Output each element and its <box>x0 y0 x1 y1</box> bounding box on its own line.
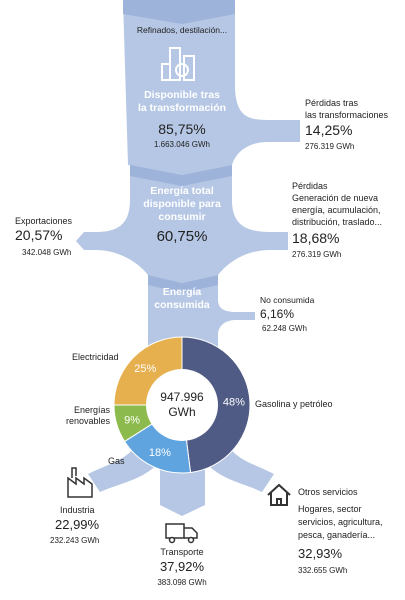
slice-label: 25% <box>134 363 156 375</box>
stage-title: disponible para <box>143 198 221 210</box>
stage-title: Energía total <box>150 185 214 197</box>
use-gwh: 383.098 GWh <box>157 578 206 587</box>
stage-title: consumida <box>154 299 210 311</box>
loss-title: Pérdidas tras <box>305 98 359 108</box>
category-label: Gas <box>108 456 125 466</box>
slice-label: 9% <box>124 415 140 427</box>
use-title: servicios, agricultura, <box>298 517 383 527</box>
donut-hole <box>146 369 218 441</box>
use-title: Hogares, sector <box>298 504 362 514</box>
use-percent: 32,93% <box>298 546 343 561</box>
truck-icon <box>165 523 198 544</box>
loss-gwh: 276.319 GWh <box>305 142 354 151</box>
use-gwh: 232.243 GWh <box>50 536 99 545</box>
house-icon <box>267 483 291 506</box>
use-title: Transporte <box>160 547 203 557</box>
flow-stage2 <box>76 165 288 283</box>
slice-label: 18% <box>149 447 171 459</box>
source-label: Refinados, destilación... <box>137 25 227 35</box>
exports-percent: 20,57% <box>15 227 62 243</box>
stage-percent: 85,75% <box>158 121 205 137</box>
loss-title: distribución, traslado... <box>292 217 382 227</box>
stage-gwh: 1.663.046 GWh <box>154 140 210 149</box>
loss-title: energía, acumulación, <box>292 205 381 215</box>
exports-title: Exportaciones <box>15 216 73 226</box>
use-gwh: 332.655 GWh <box>298 566 347 575</box>
stage-title: consumir <box>158 211 205 223</box>
refinery-icon <box>161 47 195 81</box>
slice-label: 48% <box>223 397 245 409</box>
stage-title: Energía <box>163 286 202 298</box>
flow-stage3 <box>148 275 255 350</box>
loss-percent: 18,68% <box>292 230 339 246</box>
unconsumed-gwh: 62.248 GWh <box>262 324 307 333</box>
use-title: Industria <box>60 505 95 515</box>
unconsumed-percent: 6,16% <box>260 307 294 321</box>
use-title: pesca, ganadería... <box>298 530 375 540</box>
center-label: GWh <box>168 405 195 419</box>
category-label: Electricidad <box>72 352 119 362</box>
use-percent: 37,92% <box>160 559 205 574</box>
loss-title: Pérdidas <box>292 181 328 191</box>
industry-icon <box>67 467 93 498</box>
loss-title: Generación de nueva <box>292 193 378 203</box>
stage-title: la transformación <box>138 102 226 114</box>
loss-gwh: 276.319 GWh <box>292 250 341 259</box>
unconsumed-title: No consumida <box>260 295 315 305</box>
stage-percent: 60,75% <box>157 228 208 245</box>
use-title: Otros servicios <box>298 487 358 497</box>
center-label: 947.996 <box>160 390 204 404</box>
flow-header <box>130 165 232 186</box>
flow-header <box>123 0 235 24</box>
flow-stage1 <box>123 0 300 175</box>
exports-gwh: 342.048 GWh <box>22 248 71 257</box>
flow-header <box>148 275 218 293</box>
stage-title: Disponible tras <box>144 89 220 101</box>
loss-percent: 14,25% <box>305 122 352 138</box>
use-percent: 22,99% <box>55 517 100 532</box>
category-label: Gasolina y petróleo <box>255 399 333 409</box>
loss-title: las transformaciones <box>305 110 389 120</box>
category-label: Energías renovables <box>65 405 110 426</box>
